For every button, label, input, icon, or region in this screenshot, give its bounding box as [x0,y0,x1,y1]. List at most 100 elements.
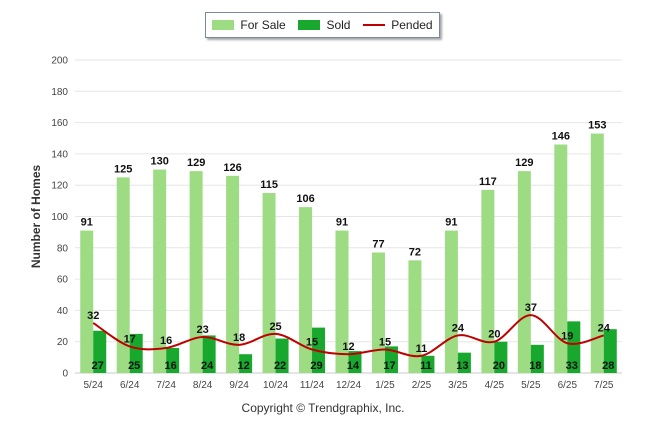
legend-item-pended: Pended [363,18,433,32]
x-tick-label: 6/25 [558,380,578,391]
bar-sold [384,346,398,373]
legend-item-sold: Sold [298,18,350,32]
data-label-sold: 25 [128,360,140,372]
legend-label-for-sale: For Sale [240,18,286,32]
data-label-pended: 16 [160,335,172,347]
y-tick-label: 0 [62,369,68,380]
bar-sold [603,329,617,373]
bar-for-sale [262,193,276,373]
data-label-for-sale: 126 [223,162,241,174]
legend-swatch-for-sale [212,20,235,30]
data-label-for-sale: 117 [479,176,497,188]
y-tick-label: 200 [51,56,68,67]
x-tick-label: 1/25 [375,380,395,391]
x-tick-label: 7/25 [594,380,614,391]
data-label-sold: 13 [456,360,468,372]
y-tick-label: 60 [57,275,69,286]
x-tick-label: 3/25 [448,380,468,391]
y-tick-label: 40 [57,306,69,317]
bar-for-sale [371,252,385,373]
y-axis-title: Number of Homes [29,165,43,269]
bar-for-sale [226,175,240,373]
bar-sold [275,338,289,373]
data-label-pended: 11 [416,343,428,355]
bar-sold [494,341,508,373]
data-label-for-sale: 106 [296,193,314,205]
data-label-sold: 16 [165,360,177,372]
data-label-for-sale: 77 [372,238,384,250]
x-tick-label: 5/24 [83,380,103,391]
data-label-for-sale: 130 [150,156,168,168]
y-tick-label: 140 [51,149,68,160]
bar-for-sale [554,144,568,373]
line-pended [92,314,605,358]
legend-label-sold: Sold [326,18,351,32]
bar-for-sale [444,230,458,373]
data-label-pended: 18 [233,332,245,344]
data-label-sold: 18 [529,360,541,372]
y-tick-label: 160 [51,118,68,129]
data-label-sold: 11 [420,360,432,372]
data-label-for-sale: 146 [552,131,570,143]
x-tick-label: 4/25 [485,380,505,391]
y-tick-label: 20 [57,337,69,348]
data-label-pended: 19 [561,330,573,342]
data-label-pended: 15 [306,337,318,349]
data-label-for-sale: 72 [409,246,421,258]
bar-sold [93,330,107,373]
bar-for-sale [590,133,604,373]
bar-sold [202,335,216,373]
data-label-for-sale: 153 [588,120,606,132]
bar-for-sale [153,169,167,373]
y-tick-label: 120 [51,181,68,192]
bar-for-sale [335,230,349,373]
bar-sold [129,333,143,373]
bar-sold [457,352,471,373]
data-label-sold: 14 [347,360,360,372]
data-label-sold: 33 [566,360,578,372]
data-label-for-sale: 125 [114,163,132,175]
bar-sold [166,347,180,373]
bar-sold [530,344,544,373]
data-label-pended: 17 [124,333,136,345]
data-label-sold: 17 [383,360,395,372]
data-label-pended: 32 [87,310,99,322]
x-tick-label: 6/24 [120,380,140,391]
data-label-for-sale: 129 [187,157,205,169]
x-tick-label: 7/24 [156,380,176,391]
data-label-sold: 29 [310,360,322,372]
data-label-pended: 23 [197,324,209,336]
data-label-pended: 25 [269,321,281,333]
bar-for-sale [80,230,94,373]
legend: For Sale Sold Pended [205,12,440,38]
copyright-footer: Copyright © Trendgraphix, Inc. [241,401,405,415]
bar-sold [348,351,362,373]
data-label-for-sale: 129 [515,157,533,169]
bar-sold [421,355,435,373]
data-label-sold: 12 [237,360,249,372]
x-tick-label: 5/25 [521,380,541,391]
legend-item-for-sale: For Sale [212,18,286,32]
data-label-pended: 12 [342,341,354,353]
data-label-sold: 27 [92,360,104,372]
bar-for-sale [408,260,422,373]
y-tick-label: 100 [51,212,68,223]
bar-for-sale [481,189,495,373]
bar-for-sale [517,171,531,373]
x-tick-label: 8/24 [193,380,213,391]
bar-for-sale [116,177,130,373]
data-label-pended: 37 [525,302,537,314]
data-label-sold: 22 [274,360,286,372]
bar-for-sale [299,207,313,373]
data-label-for-sale: 91 [81,217,93,229]
bar-sold [567,321,581,373]
y-tick-label: 80 [57,243,69,254]
x-tick-label: 9/24 [229,380,249,391]
data-label-sold: 20 [493,360,505,372]
data-label-pended: 24 [598,322,611,334]
x-tick-label: 12/24 [336,380,361,391]
data-label-for-sale: 115 [260,179,278,191]
bar-sold [239,354,253,373]
data-label-for-sale: 91 [336,217,348,229]
data-label-sold: 24 [201,360,214,372]
